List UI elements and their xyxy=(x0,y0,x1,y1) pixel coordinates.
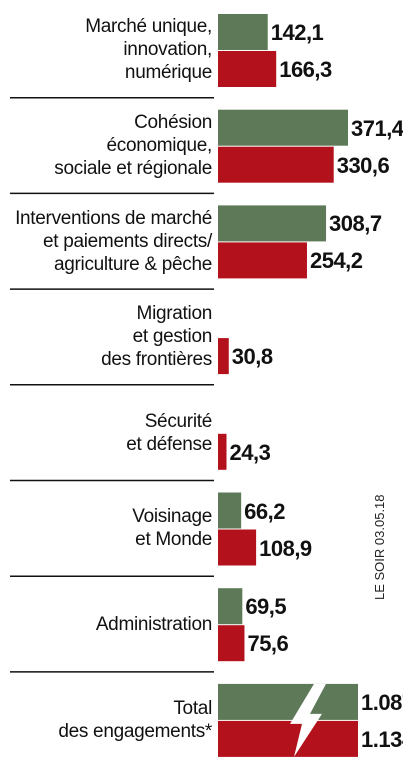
bar xyxy=(218,205,327,242)
category-label: Interventions de marché et paiements dir… xyxy=(15,207,212,275)
value-label: 30,8 xyxy=(231,344,273,370)
bar xyxy=(218,529,257,566)
category-label: Sécurité et défense xyxy=(126,410,212,455)
value-label: 1.134 xyxy=(361,726,403,752)
bar xyxy=(218,109,348,146)
bar xyxy=(218,683,358,720)
value-label: 371,4 xyxy=(350,115,403,141)
bar xyxy=(218,242,307,279)
value-label: 69,5 xyxy=(245,594,287,620)
value-label: 166,3 xyxy=(279,57,332,82)
bar xyxy=(218,492,242,529)
category-label: Marché unique, innovation, numérique xyxy=(85,16,212,84)
value-label: 75,6 xyxy=(247,631,289,657)
category-label: Migration et gestion des frontières xyxy=(101,303,212,371)
category-label: Voisinage et Monde xyxy=(132,506,212,551)
value-label: 66,2 xyxy=(244,498,285,524)
bar xyxy=(218,14,268,50)
bar xyxy=(218,146,334,183)
value-label: 108,9 xyxy=(259,535,312,561)
category-label: Total des engagements* xyxy=(58,697,212,742)
value-label: 1.087 xyxy=(361,689,403,715)
value-label: 330,6 xyxy=(336,152,390,178)
bar xyxy=(218,51,277,87)
bar xyxy=(218,433,227,470)
bar xyxy=(218,625,245,662)
value-label: 254,2 xyxy=(309,248,363,274)
category-label: Administration xyxy=(95,613,212,635)
axis-break xyxy=(290,683,326,757)
value-label: 24,3 xyxy=(229,439,271,465)
bar xyxy=(218,338,229,375)
value-label: 308,7 xyxy=(329,211,382,237)
bar xyxy=(218,720,358,757)
value-label: 142,1 xyxy=(270,20,324,45)
category-label: Cohésion économique, sociale et régional… xyxy=(54,112,212,180)
source: LE SOIR 03.05.18 xyxy=(372,494,387,600)
bar xyxy=(218,588,243,625)
